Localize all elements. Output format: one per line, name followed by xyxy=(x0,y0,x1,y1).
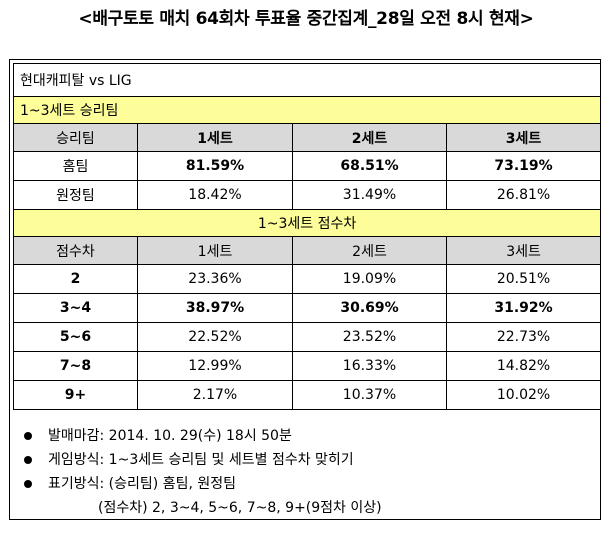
table-cell: 2.17% xyxy=(137,380,293,410)
bullet-icon xyxy=(24,480,32,488)
header-cell: 승리팀 xyxy=(13,123,138,152)
note-item: 발매마감: 2014. 10. 29(수) 18시 50분 xyxy=(24,424,382,448)
table-cell: 10.02% xyxy=(445,380,602,410)
table-cell: 20.51% xyxy=(445,264,602,294)
match-name: 현대캐피탈 vs LIG xyxy=(12,63,602,97)
section-header-score: 1~3세트 점수차 xyxy=(12,209,602,237)
note-item: 게임방식: 1~3세트 승리팀 및 세트별 점수차 맞히기 xyxy=(24,448,382,472)
table-cell: 10.37% xyxy=(292,380,447,410)
table-cell: 26.81% xyxy=(445,180,602,210)
table-cell: 16.33% xyxy=(292,351,447,381)
header-cell: 3세트 xyxy=(445,236,602,265)
table-header-row: 점수차 1세트 2세트 3세트 xyxy=(13,236,602,265)
section-label-winner: 1~3세트 승리팀 xyxy=(12,96,602,124)
table-cell: 23.36% xyxy=(137,264,293,294)
table-cell: 31.92% xyxy=(445,293,602,323)
table-row: 7~8 12.99% 16.33% 14.82% xyxy=(13,351,602,381)
section-header-winner: 1~3세트 승리팀 xyxy=(12,96,602,124)
table-cell: 81.59% xyxy=(137,151,293,181)
table-cell: 12.99% xyxy=(137,351,293,381)
row-label: 3~4 xyxy=(13,293,138,323)
table-row: 홈팀 81.59% 68.51% 73.19% xyxy=(13,151,602,181)
section-label-score: 1~3세트 점수차 xyxy=(12,209,602,237)
table-cell: 14.82% xyxy=(445,351,602,381)
page-title: <배구토토 매치 64회차 투표율 중간집계_28일 오전 8시 현재> xyxy=(78,9,534,29)
header-cell: 1세트 xyxy=(137,236,293,265)
note-text: (점수차) 2, 3~4, 5~6, 7~8, 9+(9점차 이상) xyxy=(98,500,382,516)
table-row: 5~6 22.52% 23.52% 22.73% xyxy=(13,322,602,352)
note-text: 발매마감: 2014. 10. 29(수) 18시 50분 xyxy=(48,428,292,444)
table-cell: 73.19% xyxy=(445,151,602,181)
match-row: 현대캐피탈 vs LIG xyxy=(12,63,602,97)
row-label: 5~6 xyxy=(13,322,138,352)
row-label: 원정팀 xyxy=(13,180,138,210)
row-label: 7~8 xyxy=(13,351,138,381)
table-row: 3~4 38.97% 30.69% 31.92% xyxy=(13,293,602,323)
note-text: 게임방식: 1~3세트 승리팀 및 세트별 점수차 맞히기 xyxy=(48,452,354,468)
bullet-icon xyxy=(24,456,32,464)
table-row: 2 23.36% 19.09% 20.51% xyxy=(13,264,602,294)
table-row: 9+ 2.17% 10.37% 10.02% xyxy=(13,380,602,410)
notes-list: 발매마감: 2014. 10. 29(수) 18시 50분 게임방식: 1~3세… xyxy=(24,424,382,520)
note-continuation: (점수차) 2, 3~4, 5~6, 7~8, 9+(9점차 이상) xyxy=(48,496,382,520)
table-row: 원정팀 18.42% 31.49% 26.81% xyxy=(13,180,602,210)
table-cell: 68.51% xyxy=(292,151,447,181)
table-cell: 30.69% xyxy=(292,293,447,323)
table-cell: 22.73% xyxy=(445,322,602,352)
table-cell: 23.52% xyxy=(292,322,447,352)
header-cell: 2세트 xyxy=(292,236,447,265)
row-label: 2 xyxy=(13,264,138,294)
header-cell: 2세트 xyxy=(292,123,447,152)
note-item: 표기방식: (승리팀) 홈팀, 원정팀 xyxy=(24,472,382,496)
vote-rate-table: 현대캐피탈 vs LIG 1~3세트 승리팀 승리팀 1세트 2세트 3세트 홈… xyxy=(12,63,602,410)
header-cell: 점수차 xyxy=(13,236,138,265)
bullet-icon xyxy=(24,432,32,440)
table-cell: 22.52% xyxy=(137,322,293,352)
header-cell: 1세트 xyxy=(137,123,293,152)
table-cell: 31.49% xyxy=(292,180,447,210)
header-cell: 3세트 xyxy=(445,123,602,152)
row-label: 홈팀 xyxy=(13,151,138,181)
note-text: 표기방식: (승리팀) 홈팀, 원정팀 xyxy=(48,476,237,492)
table-cell: 19.09% xyxy=(292,264,447,294)
table-cell: 18.42% xyxy=(137,180,293,210)
row-label: 9+ xyxy=(13,380,138,410)
table-header-row: 승리팀 1세트 2세트 3세트 xyxy=(13,123,602,152)
table-cell: 38.97% xyxy=(137,293,293,323)
